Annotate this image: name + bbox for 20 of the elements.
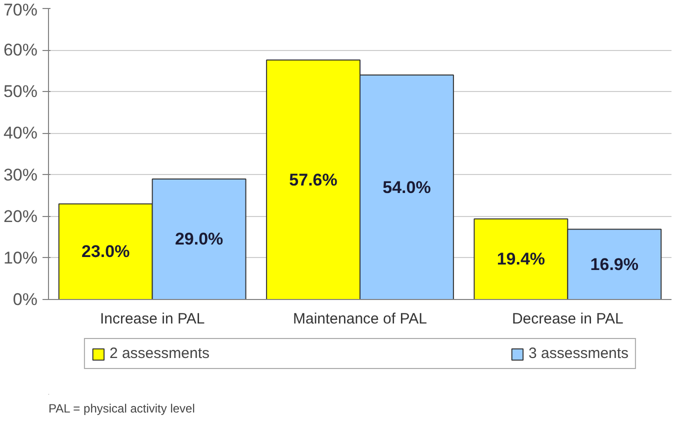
legend-label: 2 assessments bbox=[109, 345, 210, 362]
y-tick-label: 50% bbox=[3, 82, 38, 102]
data-label: 54.0% bbox=[382, 178, 431, 197]
data-label: 29.0% bbox=[174, 230, 224, 249]
data-label: 19.4% bbox=[496, 250, 546, 269]
x-tick-label: Increase in PAL bbox=[100, 310, 205, 328]
y-tick-label: 60% bbox=[3, 40, 38, 60]
y-tick-label: 10% bbox=[3, 248, 38, 268]
data-label: 16.9% bbox=[590, 254, 638, 274]
y-tick-label: 30% bbox=[3, 165, 38, 184]
y-tick-label: 70% bbox=[3, 0, 38, 20]
data-label: 57.6% bbox=[289, 170, 338, 190]
text: PAL = physical activity level bbox=[48, 402, 195, 416]
y-tick-label: 40% bbox=[3, 124, 38, 143]
data-label: 23.0% bbox=[82, 242, 130, 262]
x-tick-label: Maintenance of PAL bbox=[293, 310, 427, 328]
y-tick-label: 20% bbox=[3, 206, 38, 226]
legend-label: 3 assessments bbox=[528, 345, 629, 362]
x-tick-label: Decrease in PAL bbox=[512, 310, 624, 328]
y-tick-label: 0% bbox=[12, 290, 38, 309]
